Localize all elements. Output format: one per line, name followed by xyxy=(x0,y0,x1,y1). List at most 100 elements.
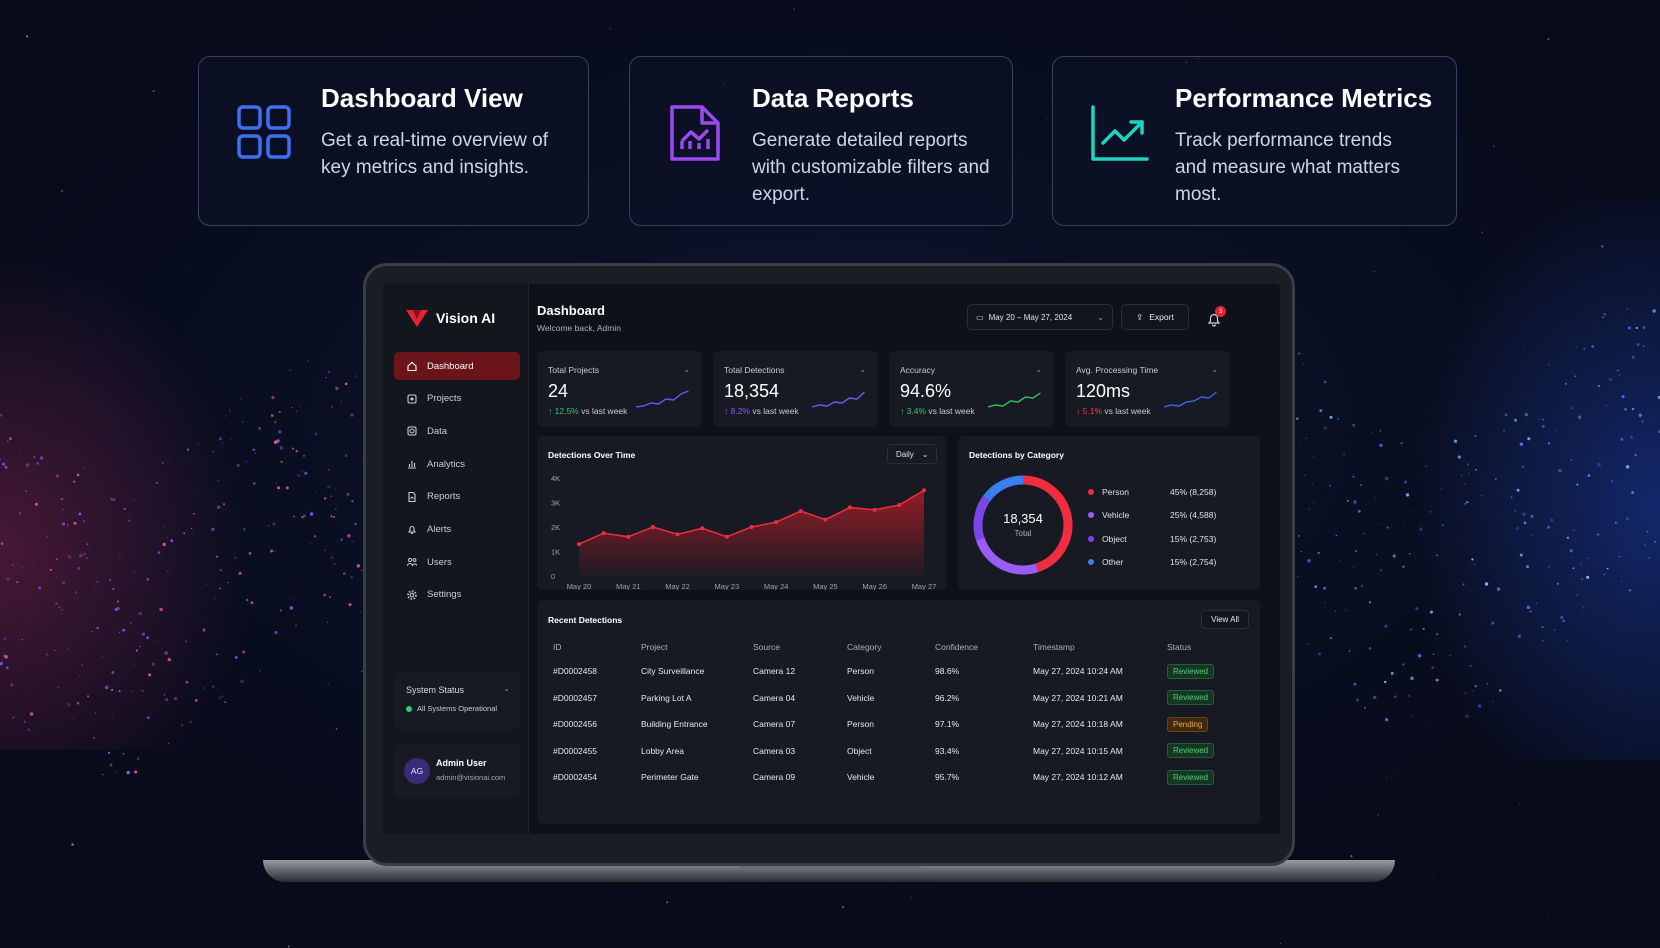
recent-detections-card: Recent Detections View All ID Project Sour… xyxy=(537,600,1260,824)
notifications-button[interactable]: 3 xyxy=(1206,306,1226,328)
database-icon xyxy=(407,426,417,436)
kpi-card: Total Projects ⌄ 24 ↑ 12.5% vs last week xyxy=(537,351,702,427)
sidebar-item-projects[interactable]: Projects xyxy=(394,385,520,413)
legend-label: Vehicle xyxy=(1102,510,1130,521)
calendar-icon: ▭ xyxy=(976,312,984,322)
kpi-label: Accuracy xyxy=(900,365,935,375)
chevron-down-icon[interactable]: ⌄ xyxy=(1211,365,1218,374)
kpi-card: Accuracy ⌄ 94.6% ↑ 3.4% vs last week xyxy=(889,351,1054,427)
sidebar-item-dashboard[interactable]: Dashboard xyxy=(394,352,520,380)
table-cell: Vehicle xyxy=(847,772,875,783)
table-cell: Person xyxy=(847,666,874,677)
kpi-label: Avg. Processing Time xyxy=(1076,365,1159,375)
table-cell: 98.6% xyxy=(935,666,960,677)
sidebar-item-alerts[interactable]: Alerts xyxy=(394,515,520,543)
legend-item: Person 45% (8,258) xyxy=(1088,480,1248,504)
table-cell: 95.7% xyxy=(935,772,960,783)
file-icon xyxy=(408,491,416,502)
table-cell: 93.4% xyxy=(935,745,960,756)
table-cell: 96.2% xyxy=(935,692,960,703)
feature-title: Performance Metrics xyxy=(1175,83,1433,113)
sidebar-item-label: Alerts xyxy=(427,523,452,535)
x-tick-label: May 26 xyxy=(862,582,887,590)
user-name: Admin User xyxy=(436,758,487,768)
legend-dot-icon xyxy=(1088,535,1094,542)
table-cell: May 27, 2024 10:21 AM xyxy=(1033,692,1123,703)
table-cell: #D0002456 xyxy=(553,719,597,730)
feature-card-reports: Data Reports Generate detailed reports w… xyxy=(629,56,1013,226)
area-fill xyxy=(579,490,924,576)
sidebar-item-label: Dashboard xyxy=(427,360,474,372)
chevron-down-icon[interactable]: ⌄ xyxy=(683,365,690,374)
data-point xyxy=(724,534,729,539)
column-header: ID xyxy=(553,642,562,652)
sidebar-item-analytics[interactable]: Analytics xyxy=(394,450,520,478)
table-row[interactable]: #D0002457 Parking Lot A Camera 04 Vehicle 96… xyxy=(553,685,1243,712)
y-tick-label: 0 xyxy=(551,572,555,581)
table-cell: May 27, 2024 10:18 AM xyxy=(1033,719,1123,730)
interval-label: Daily xyxy=(896,449,914,459)
column-header: Confidence xyxy=(935,642,979,652)
users-icon xyxy=(407,558,418,567)
x-tick-label: May 27 xyxy=(912,582,937,590)
x-tick-label: May 23 xyxy=(715,582,740,590)
date-range-picker[interactable]: ▭ May 20 – May 27, 2024 ⌄ xyxy=(967,304,1113,330)
table-cell: May 27, 2024 10:15 AM xyxy=(1033,745,1123,756)
legend-item: Other 15% (2,754) xyxy=(1088,551,1248,575)
chart-title: Detections by Category xyxy=(969,450,1064,460)
data-point xyxy=(749,525,754,529)
sidebar-item-data[interactable]: Data xyxy=(394,417,520,445)
y-tick-label: 1K xyxy=(551,548,560,557)
table-row[interactable]: #D0002454 Perimeter Gate Camera 09 Vehicle 9… xyxy=(553,764,1243,791)
chevron-down-icon[interactable]: ⌄ xyxy=(859,365,866,374)
sidebar-item-reports[interactable]: Reports xyxy=(394,483,520,511)
data-point xyxy=(774,520,779,525)
legend-item: Vehicle 25% (4,588) xyxy=(1088,504,1248,528)
table-row[interactable]: #D0002456 Building Entrance Camera 07 Perso… xyxy=(553,711,1243,738)
table-cell: Person xyxy=(847,719,874,730)
view-all-button[interactable]: View All xyxy=(1201,610,1249,629)
app-window: Vision AI Dashboard Projects Data Analytics… xyxy=(383,284,1280,834)
status-dot-icon xyxy=(406,706,412,712)
table-row[interactable]: #D0002458 City Surveillance Camera 12 Perso… xyxy=(553,658,1243,685)
sidebar-item-label: Data xyxy=(427,425,448,437)
legend-dot-icon xyxy=(1088,512,1094,519)
feature-description: Track performance trends and measure wha… xyxy=(1175,130,1400,205)
status-cell: Pending xyxy=(1167,711,1243,738)
data-point xyxy=(577,542,581,547)
kpi-card: Total Detections ⌄ 18,354 ↑ 8.2% vs last… xyxy=(713,351,878,427)
chevron-down-icon: ⌄ xyxy=(1097,312,1104,322)
sidebar-item-settings[interactable]: Settings xyxy=(394,581,520,609)
laptop: Vision AI Dashboard Projects Data Analytics… xyxy=(363,263,1295,866)
export-icon: ⇪ xyxy=(1136,311,1144,322)
data-point xyxy=(798,509,803,514)
status-cell: Reviewed xyxy=(1167,764,1243,791)
column-header: Status xyxy=(1167,642,1192,652)
table-cell: Parking Lot A xyxy=(641,692,692,703)
sidebar-item-users[interactable]: Users xyxy=(394,548,520,576)
export-button[interactable]: ⇪ Export xyxy=(1121,304,1189,330)
legend-value: 15% (2,753) xyxy=(1170,533,1217,544)
app-name: Vision AI xyxy=(436,310,496,326)
table-row[interactable]: #D0002455 Lobby Area Camera 03 Object 93.4% M… xyxy=(553,738,1243,765)
kpi-value: 18,354 xyxy=(724,381,780,401)
legend-item: Object 15% (2,753) xyxy=(1088,527,1248,551)
sidebar-item-label: Settings xyxy=(427,589,462,601)
sidebar-item-label: Analytics xyxy=(427,458,466,470)
column-header: Project xyxy=(641,642,668,652)
app-logo[interactable]: Vision AI xyxy=(405,308,495,328)
donut-total: 18,354 xyxy=(1003,511,1043,526)
kpi-delta: ↑ 12.5% vs last week xyxy=(548,406,628,416)
chevron-down-icon[interactable]: ⌄ xyxy=(1035,365,1042,374)
kpi-delta: ↓ 5.1% vs last week xyxy=(1076,406,1151,416)
status-badge: Reviewed xyxy=(1167,769,1215,785)
x-tick-label: May 20 xyxy=(567,582,592,590)
feature-card-dashboard: Dashboard View Get a real-time overview … xyxy=(198,56,589,226)
donut-chart xyxy=(973,475,1073,575)
detections-over-time-card: Detections Over Time Daily ⌄ 4K 3K 2K 1K 0 May… xyxy=(537,436,947,590)
interval-select[interactable]: Daily ⌄ xyxy=(887,444,937,464)
user-profile[interactable]: AG Admin User admin@visionai.com xyxy=(394,744,520,798)
x-tick-label: May 22 xyxy=(665,582,690,590)
system-status[interactable]: System Status ⌄ All Systems Operational xyxy=(394,672,520,730)
table-cell: City Surveillance xyxy=(641,666,705,677)
